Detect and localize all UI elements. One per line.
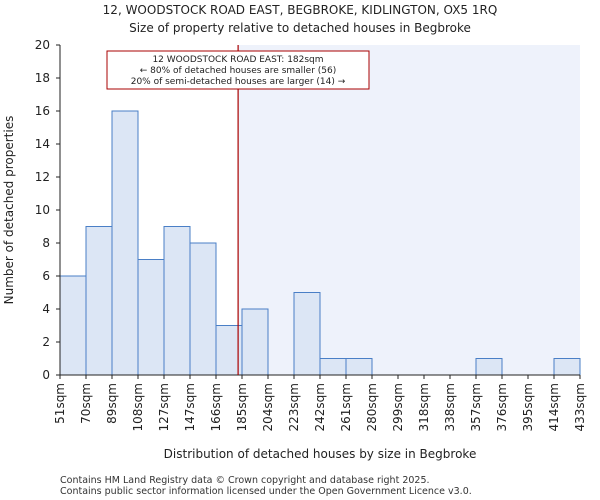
bar-51sqm: [59, 275, 87, 376]
y-tick-label: 20: [35, 38, 50, 52]
bar-89sqm: [111, 110, 139, 376]
chart-subtitle: Size of property relative to detached ho…: [129, 21, 471, 35]
bar-147sqm: [189, 242, 217, 376]
y-tick-label: 0: [42, 368, 50, 382]
x-tick-label: 280sqm: [365, 383, 379, 431]
x-tick-label: 204sqm: [261, 383, 275, 431]
x-tick-label: 89sqm: [105, 383, 119, 424]
x-tick-label: 318sqm: [417, 383, 431, 431]
x-tick-label: 185sqm: [235, 383, 249, 431]
x-tick-label: 414sqm: [547, 383, 561, 431]
x-tick-label: 223sqm: [287, 383, 301, 431]
bar-357sqm: [475, 358, 503, 376]
x-tick-label: 395sqm: [521, 383, 535, 431]
x-tick-label: 338sqm: [443, 383, 457, 431]
y-tick-label: 16: [35, 104, 50, 118]
bar-127sqm: [163, 226, 191, 376]
x-tick-label: 166sqm: [209, 383, 223, 431]
footer-line-2: Contains public sector information licen…: [60, 486, 472, 497]
y-ticks: 0 2 4 6 8 10 12 14 16 18 20: [35, 38, 60, 382]
annotation-frame: [106, 50, 370, 90]
x-tick-label: 261sqm: [339, 383, 353, 431]
bar-223sqm: [293, 292, 321, 376]
annotation-line-1: 12 WOODSTOCK ROAD EAST: 182sqm: [152, 55, 323, 65]
y-tick-label: 2: [42, 335, 50, 349]
x-tick-label: 108sqm: [131, 383, 145, 431]
bar-108sqm: [137, 259, 165, 376]
y-tick-label: 12: [35, 170, 50, 184]
x-tick-label: 147sqm: [183, 383, 197, 431]
bar-70sqm: [85, 226, 113, 376]
y-tick-label: 18: [35, 71, 50, 85]
x-tick-label: 299sqm: [391, 383, 405, 431]
x-tick-label: 357sqm: [469, 383, 483, 431]
larger-region-shade: [238, 45, 580, 375]
x-tick-label: 127sqm: [157, 383, 171, 431]
x-tick-label: 376sqm: [495, 383, 509, 431]
y-tick-label: 4: [42, 302, 50, 316]
bar-414sqm: [553, 358, 581, 376]
bar-242sqm: [319, 358, 347, 376]
bars: [59, 110, 581, 376]
x-tick-label: 433sqm: [573, 383, 587, 431]
y-tick-label: 6: [42, 269, 50, 283]
annotation-box: 12 WOODSTOCK ROAD EAST: 182sqm ← 80% of …: [106, 50, 370, 90]
y-tick-label: 8: [42, 236, 50, 250]
x-tick-label: 51sqm: [53, 383, 67, 424]
annotation-line-3: 20% of semi-detached houses are larger (…: [131, 77, 346, 87]
y-axis-label: Number of detached properties: [2, 116, 16, 305]
x-axis-label: Distribution of detached houses by size …: [164, 447, 477, 461]
bar-261sqm: [345, 358, 373, 376]
bar-185sqm: [241, 308, 269, 376]
chart-title: 12, WOODSTOCK ROAD EAST, BEGBROKE, KIDLI…: [103, 3, 498, 17]
annotation-line-2: ← 80% of detached houses are smaller (56…: [140, 66, 337, 76]
y-tick-label: 10: [35, 203, 50, 217]
y-tick-label: 14: [35, 137, 50, 151]
x-tick-label: 70sqm: [79, 383, 93, 424]
x-ticks: 51sqm 70sqm 89sqm 108sqm 127sqm 147sqm 166sqm 1…: [53, 375, 587, 431]
footer-line-1: Contains HM Land Registry data © Crown c…: [60, 475, 430, 486]
x-tick-label: 242sqm: [313, 383, 327, 431]
